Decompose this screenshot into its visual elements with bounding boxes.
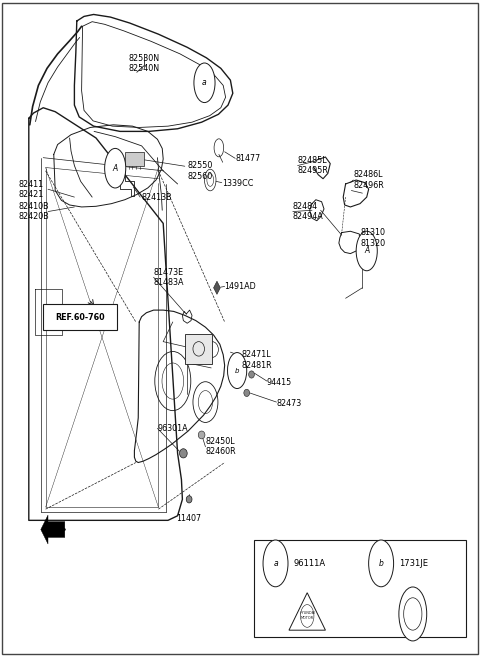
Text: A: A: [113, 164, 118, 173]
Text: a: a: [273, 559, 278, 568]
Polygon shape: [41, 515, 65, 544]
Text: b: b: [235, 367, 240, 374]
Ellipse shape: [356, 231, 377, 271]
Text: 81477: 81477: [235, 154, 261, 164]
Text: 82550
82560: 82550 82560: [187, 161, 213, 181]
Text: REF.60-760: REF.60-760: [55, 313, 105, 322]
Polygon shape: [214, 281, 220, 294]
Text: A: A: [364, 246, 369, 256]
Ellipse shape: [404, 598, 422, 630]
Text: 94415: 94415: [267, 378, 292, 387]
FancyBboxPatch shape: [125, 152, 144, 166]
FancyBboxPatch shape: [43, 304, 117, 330]
Ellipse shape: [186, 496, 192, 503]
Ellipse shape: [198, 431, 205, 439]
Text: FR.: FR.: [42, 524, 64, 537]
Ellipse shape: [105, 148, 126, 188]
Text: 82410B
82420B: 82410B 82420B: [18, 202, 49, 221]
Text: 82473: 82473: [276, 399, 302, 408]
FancyBboxPatch shape: [254, 540, 466, 637]
Text: 81473E
81483A: 81473E 81483A: [154, 267, 184, 287]
Text: HYUNDAI
MOTOR: HYUNDAI MOTOR: [299, 611, 315, 620]
FancyBboxPatch shape: [185, 334, 212, 364]
Text: 82484
82494A: 82484 82494A: [293, 202, 324, 221]
Ellipse shape: [399, 587, 427, 641]
Text: 82450L
82460R: 82450L 82460R: [205, 437, 236, 457]
Text: 96111A: 96111A: [294, 559, 326, 568]
Ellipse shape: [249, 371, 254, 378]
Ellipse shape: [194, 63, 215, 102]
Text: 1731JE: 1731JE: [399, 559, 428, 568]
Ellipse shape: [180, 449, 187, 458]
Ellipse shape: [369, 540, 394, 587]
Text: 82530N
82540N: 82530N 82540N: [129, 54, 159, 74]
Text: b: b: [379, 559, 384, 568]
Text: 82471L
82481R: 82471L 82481R: [242, 350, 273, 370]
Text: 82485L
82495R: 82485L 82495R: [298, 156, 328, 175]
Text: a: a: [202, 78, 207, 87]
Text: 82486L
82496R: 82486L 82496R: [353, 170, 384, 190]
Text: 1339CC: 1339CC: [222, 179, 253, 189]
Ellipse shape: [244, 389, 250, 396]
Ellipse shape: [228, 353, 247, 388]
Text: 82411
82421: 82411 82421: [18, 179, 44, 199]
Ellipse shape: [263, 540, 288, 587]
Text: 81310
81320: 81310 81320: [361, 228, 386, 248]
Text: 82413B: 82413B: [142, 193, 172, 202]
Text: 96301A: 96301A: [157, 424, 188, 433]
Text: 1491AD: 1491AD: [225, 282, 256, 291]
Text: 11407: 11407: [177, 514, 202, 523]
